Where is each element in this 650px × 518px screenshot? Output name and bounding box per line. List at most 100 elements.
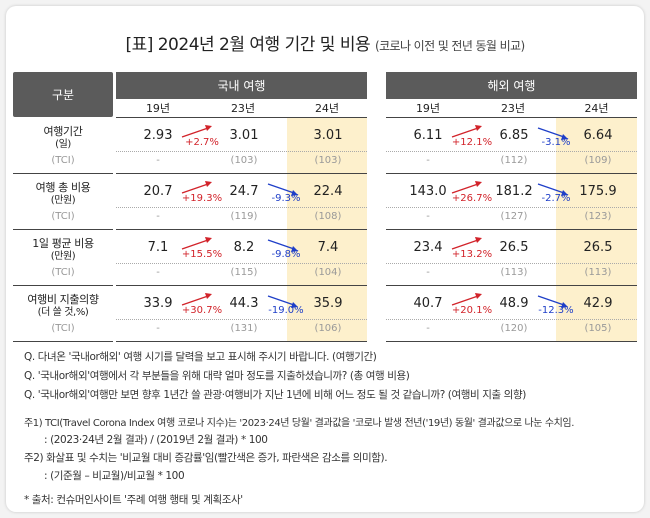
question-2: Q. '국내or해외'여행에서 각 부분들을 위해 대략 얼마 정도를 지출하셨… bbox=[24, 370, 410, 382]
tci-23: (112) bbox=[500, 155, 528, 166]
value-24: 3.01 bbox=[313, 128, 343, 143]
tci-divider bbox=[386, 319, 637, 320]
change-19-23: +12.1% bbox=[451, 137, 493, 148]
footnote-2: 주2) 화살표 및 수치는 '비교월 대비 증감률'임(빨간색은 증가, 파란색… bbox=[24, 452, 388, 464]
tci-19: - bbox=[426, 323, 430, 334]
tci-divider bbox=[116, 207, 367, 208]
footnote-2-formula: : (기준월 – 비교월)/비교월 * 100 bbox=[44, 470, 185, 482]
tci-24: (109) bbox=[584, 155, 612, 166]
value-24: 22.4 bbox=[313, 184, 343, 199]
value-23: 8.2 bbox=[233, 240, 255, 255]
tci-24: (103) bbox=[314, 155, 342, 166]
tci-19: - bbox=[156, 267, 160, 278]
row-unit: (더 쓸 것,%) bbox=[37, 307, 89, 318]
footnote-1-formula: : (2023·24년 2월 결과) / (2019년 2월 결과) * 100 bbox=[44, 434, 268, 446]
row-label: 1일 평균 비용 (만원) bbox=[13, 237, 113, 263]
subheader-line-ovs bbox=[386, 117, 637, 118]
question-3: Q. '국내or해외'여행만 보면 향후 1년간 쓸 관광·여행비가 지난 1년… bbox=[24, 389, 526, 401]
tci-divider bbox=[116, 263, 367, 264]
increase-arrow-icon bbox=[181, 237, 212, 250]
tci-19: - bbox=[156, 155, 160, 166]
year-dom-23: 23년 bbox=[230, 102, 256, 115]
value-19: 23.4 bbox=[413, 240, 443, 255]
tci-24: (106) bbox=[314, 323, 342, 334]
increase-arrow-icon bbox=[181, 181, 212, 194]
row-label: 여행 총 비용 (만원) bbox=[13, 181, 113, 207]
tci-divider bbox=[386, 263, 637, 264]
tci-23: (115) bbox=[230, 267, 258, 278]
source-note: * 출처: 컨슈머인사이트 '주례 여행 행태 및 계획조사' bbox=[24, 494, 243, 506]
row-bottom-line bbox=[386, 285, 637, 286]
change-19-23: +19.3% bbox=[181, 193, 223, 204]
year-dom-19: 19년 bbox=[145, 102, 171, 115]
value-24: 6.64 bbox=[583, 128, 613, 143]
subheader-line-dom bbox=[116, 117, 367, 118]
row-bottom-line bbox=[116, 341, 367, 342]
decrease-arrow-icon bbox=[267, 295, 298, 308]
value-24: 35.9 bbox=[313, 296, 343, 311]
tci-23: (103) bbox=[230, 155, 258, 166]
tci-label: (TCI) bbox=[51, 267, 75, 278]
tci-19: - bbox=[426, 211, 430, 222]
tci-23: (131) bbox=[230, 323, 258, 334]
tci-24: (105) bbox=[584, 323, 612, 334]
tci-divider bbox=[386, 207, 637, 208]
row-unit: (만원) bbox=[50, 251, 76, 262]
tci-19: - bbox=[156, 323, 160, 334]
year-ovs-23: 23년 bbox=[500, 102, 526, 115]
row-bottom-line-label bbox=[13, 229, 113, 230]
row-bottom-line bbox=[386, 173, 637, 174]
increase-arrow-icon bbox=[181, 125, 212, 138]
row-bottom-line bbox=[386, 229, 637, 230]
year-ovs-19: 19년 bbox=[415, 102, 441, 115]
value-19: 20.7 bbox=[143, 184, 173, 199]
change-19-23: +26.7% bbox=[451, 193, 493, 204]
tci-19: - bbox=[426, 267, 430, 278]
row-bottom-line-label bbox=[13, 173, 113, 174]
value-19: 40.7 bbox=[413, 296, 443, 311]
change-19-23: +20.1% bbox=[451, 305, 493, 316]
change-19-23: +15.5% bbox=[181, 249, 223, 260]
change-19-23: +13.2% bbox=[451, 249, 493, 260]
value-23: 24.7 bbox=[229, 184, 259, 199]
value-23: 3.01 bbox=[229, 128, 259, 143]
tci-24: (113) bbox=[584, 267, 612, 278]
question-1: Q. 다녀온 '국내or해외' 여행 시기를 달력을 보고 표시해 주시기 바랍… bbox=[24, 351, 377, 363]
tci-label: (TCI) bbox=[51, 211, 75, 222]
tci-24: (108) bbox=[314, 211, 342, 222]
tci-19: - bbox=[426, 155, 430, 166]
change-19-23: +30.7% bbox=[181, 305, 223, 316]
value-23: 48.9 bbox=[499, 296, 529, 311]
header-group: 구분 bbox=[13, 72, 113, 117]
tci-24: (104) bbox=[314, 267, 342, 278]
value-24: 26.5 bbox=[583, 240, 613, 255]
row-unit: (만원) bbox=[50, 195, 76, 206]
tci-label: (TCI) bbox=[51, 323, 75, 334]
decrease-arrow-icon bbox=[267, 183, 298, 196]
tci-23: (119) bbox=[230, 211, 258, 222]
tci-23: (120) bbox=[500, 323, 528, 334]
header-overseas: 해외 여행 bbox=[386, 72, 637, 99]
row-label-text: 1일 평균 비용 bbox=[32, 237, 94, 250]
decrease-arrow-icon bbox=[537, 183, 568, 196]
increase-arrow-icon bbox=[451, 237, 482, 250]
value-24: 42.9 bbox=[583, 296, 613, 311]
row-label-text: 여행비 지출의향 bbox=[27, 293, 99, 306]
header-domestic: 국내 여행 bbox=[116, 72, 367, 99]
value-23: 181.2 bbox=[495, 184, 533, 199]
change-19-23: +2.7% bbox=[185, 137, 219, 148]
tci-23: (127) bbox=[500, 211, 528, 222]
change-23-24: -3.1% bbox=[541, 137, 571, 148]
tci-23: (113) bbox=[500, 267, 528, 278]
year-ovs-24: 24년 bbox=[584, 102, 609, 115]
value-23: 6.85 bbox=[499, 128, 529, 143]
row-label-text: 여행 총 비용 bbox=[35, 181, 91, 194]
increase-arrow-icon bbox=[181, 293, 212, 306]
increase-arrow-icon bbox=[451, 125, 482, 138]
page-title: [표] 2024년 2월 여행 기간 및 비용 (코로나 이전 및 전년 동월 … bbox=[0, 30, 650, 55]
value-23: 26.5 bbox=[499, 240, 529, 255]
change-23-24: -2.7% bbox=[541, 193, 571, 204]
value-19: 33.9 bbox=[143, 296, 173, 311]
row-bottom-line-label bbox=[13, 341, 113, 342]
value-19: 143.0 bbox=[409, 184, 447, 199]
